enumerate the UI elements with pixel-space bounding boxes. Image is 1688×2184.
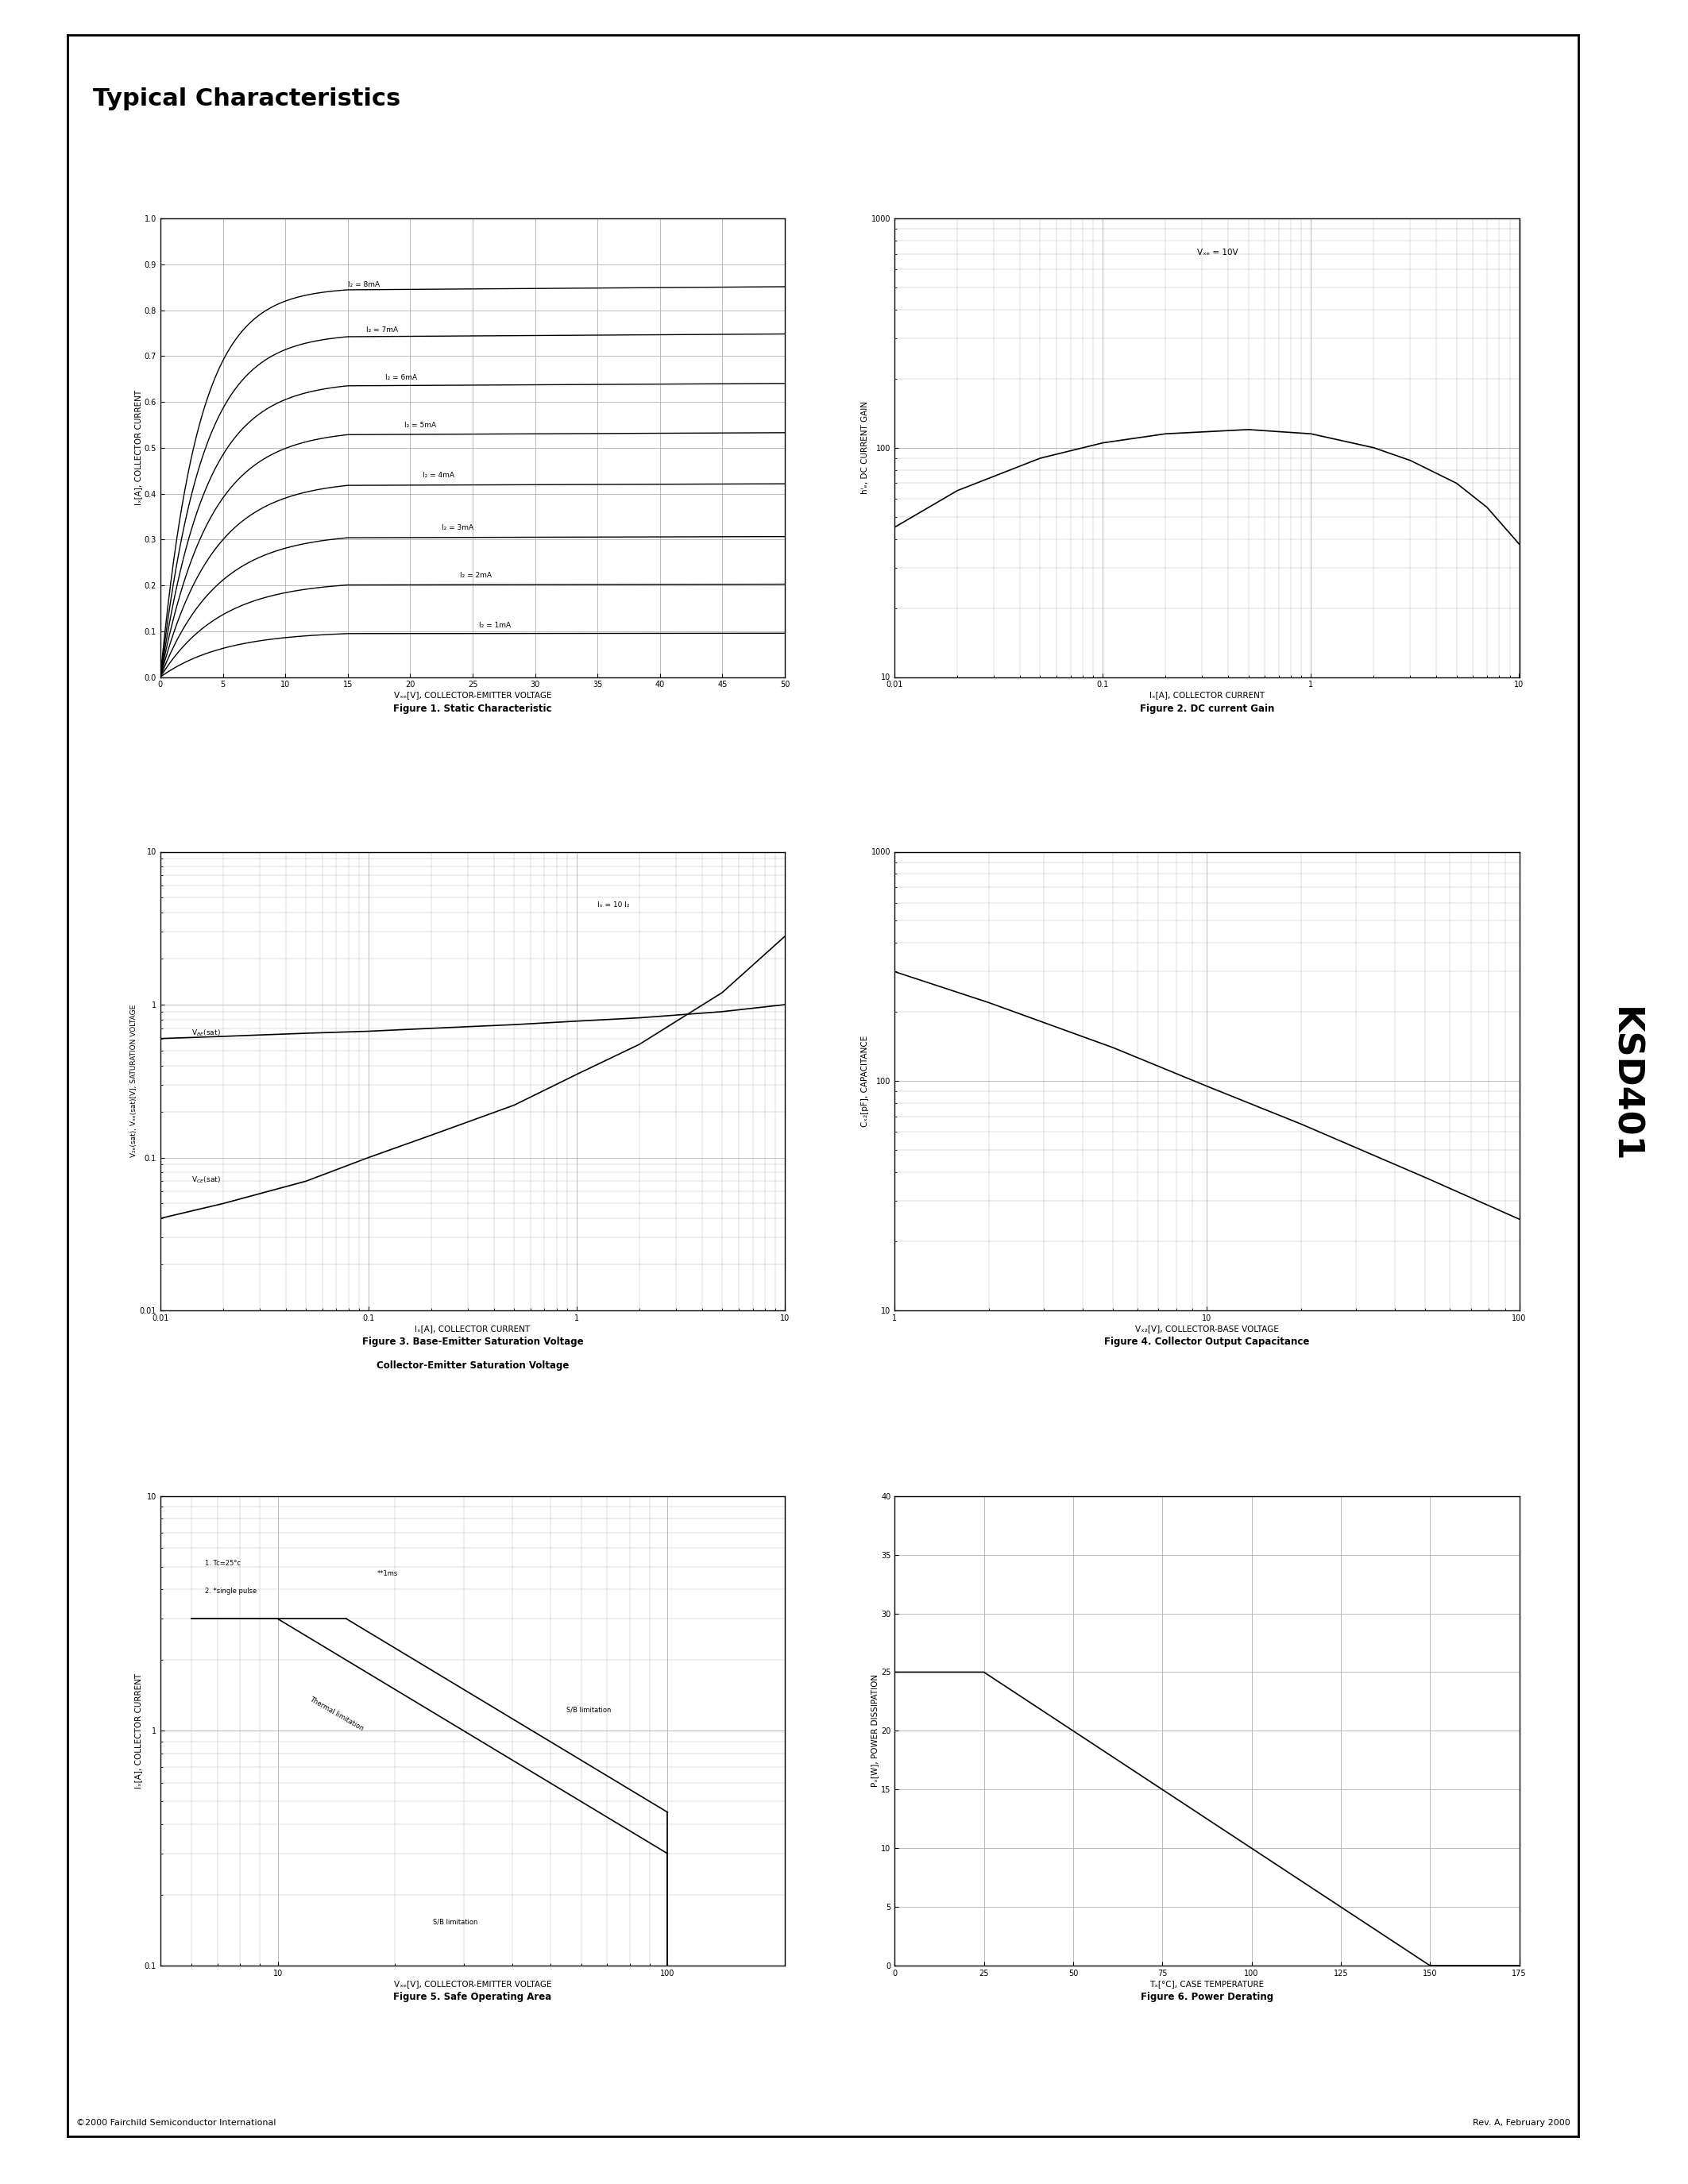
Text: I₂ = 4mA: I₂ = 4mA xyxy=(422,472,454,478)
Text: S/B limitation: S/B limitation xyxy=(567,1706,611,1714)
X-axis label: Vₓ₂[V], COLLECTOR-BASE VOLTAGE: Vₓ₂[V], COLLECTOR-BASE VOLTAGE xyxy=(1134,1324,1280,1332)
Text: 2. *single pulse: 2. *single pulse xyxy=(204,1588,257,1594)
Text: **1ms: **1ms xyxy=(376,1570,398,1577)
Y-axis label: Iₓ[A], COLLECTOR CURRENT: Iₓ[A], COLLECTOR CURRENT xyxy=(133,391,142,505)
X-axis label: Vₓₑ[V], COLLECTOR-EMITTER VOLTAGE: Vₓₑ[V], COLLECTOR-EMITTER VOLTAGE xyxy=(393,1979,552,1987)
X-axis label: Vₓₑ[V], COLLECTOR-EMITTER VOLTAGE: Vₓₑ[V], COLLECTOR-EMITTER VOLTAGE xyxy=(393,690,552,699)
Text: Figure 5. Safe Operating Area: Figure 5. Safe Operating Area xyxy=(393,1992,552,2003)
Text: V$_{BE}$(sat): V$_{BE}$(sat) xyxy=(192,1029,221,1037)
Text: V$_{CE}$(sat): V$_{CE}$(sat) xyxy=(192,1175,221,1184)
Text: Vₓₑ = 10V: Vₓₑ = 10V xyxy=(1197,249,1239,258)
X-axis label: Tₓ[°C], CASE TEMPERATURE: Tₓ[°C], CASE TEMPERATURE xyxy=(1150,1979,1264,1987)
Text: I₂ = 3mA: I₂ = 3mA xyxy=(442,524,473,531)
Y-axis label: V₂ₑ(sat), Vₓₑ(sat)[V], SATURATION VOLTAGE: V₂ₑ(sat), Vₓₑ(sat)[V], SATURATION VOLTAG… xyxy=(130,1005,137,1158)
Text: Figure 6. Power Derating: Figure 6. Power Derating xyxy=(1141,1992,1273,2003)
Text: Figure 1. Static Characteristic: Figure 1. Static Characteristic xyxy=(393,703,552,714)
Text: Thermal limitation: Thermal limitation xyxy=(309,1695,365,1732)
Text: Figure 2. DC current Gain: Figure 2. DC current Gain xyxy=(1139,703,1274,714)
Y-axis label: Iₓ[A], COLLECTOR CURRENT: Iₓ[A], COLLECTOR CURRENT xyxy=(135,1673,142,1789)
Text: Rev. A, February 2000: Rev. A, February 2000 xyxy=(1472,2118,1570,2127)
Text: Figure 4. Collector Output Capacitance: Figure 4. Collector Output Capacitance xyxy=(1104,1337,1310,1348)
Text: Figure 3. Base-Emitter Saturation Voltage: Figure 3. Base-Emitter Saturation Voltag… xyxy=(361,1337,584,1348)
Y-axis label: Cₓ₂[pF], CAPACITANCE: Cₓ₂[pF], CAPACITANCE xyxy=(861,1035,869,1127)
X-axis label: Iₓ[A], COLLECTOR CURRENT: Iₓ[A], COLLECTOR CURRENT xyxy=(415,1324,530,1332)
Text: I₂ = 5mA: I₂ = 5mA xyxy=(403,422,436,428)
X-axis label: Iₓ[A], COLLECTOR CURRENT: Iₓ[A], COLLECTOR CURRENT xyxy=(1150,690,1264,699)
Text: I₂ = 8mA: I₂ = 8mA xyxy=(348,282,380,288)
Text: I₂ = 6mA: I₂ = 6mA xyxy=(385,373,417,382)
Text: 1. Tc=25°c: 1. Tc=25°c xyxy=(204,1559,240,1566)
Text: Iₓ = 10 I₂: Iₓ = 10 I₂ xyxy=(598,902,630,909)
Y-axis label: hⁱₑ, DC CURRENT GAIN: hⁱₑ, DC CURRENT GAIN xyxy=(861,402,869,494)
Text: KSD401: KSD401 xyxy=(1607,1007,1642,1164)
Text: Collector-Emitter Saturation Voltage: Collector-Emitter Saturation Voltage xyxy=(376,1361,569,1372)
Text: Typical Characteristics: Typical Characteristics xyxy=(93,87,400,111)
Text: I₂ = 1mA: I₂ = 1mA xyxy=(479,622,511,629)
Text: ©2000 Fairchild Semiconductor International: ©2000 Fairchild Semiconductor Internatio… xyxy=(76,2118,275,2127)
Text: I₂ = 7mA: I₂ = 7mA xyxy=(366,328,398,334)
Y-axis label: Pₓ[W], POWER DISSIPATION: Pₓ[W], POWER DISSIPATION xyxy=(871,1675,879,1787)
Text: S/B limitation: S/B limitation xyxy=(432,1920,478,1926)
Text: I₂ = 2mA: I₂ = 2mA xyxy=(461,572,491,579)
